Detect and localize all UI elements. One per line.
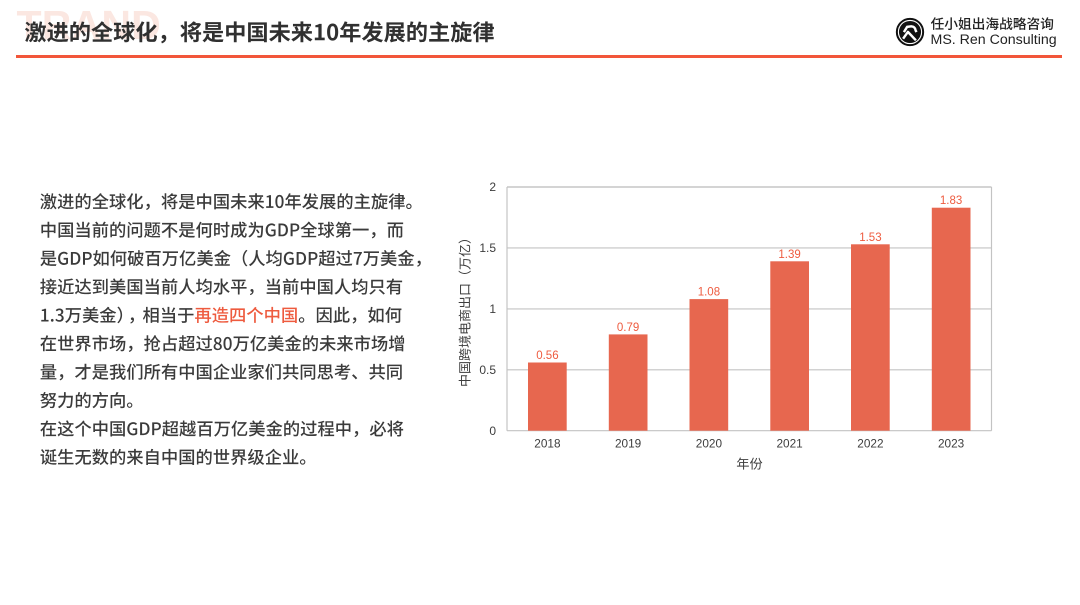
svg-text:2023: 2023 [938, 437, 965, 451]
svg-text:2018: 2018 [534, 437, 561, 451]
svg-text:1.5: 1.5 [479, 241, 496, 255]
svg-text:1.39: 1.39 [778, 249, 800, 261]
svg-text:0.79: 0.79 [617, 322, 639, 334]
svg-text:0.56: 0.56 [536, 350, 558, 362]
svg-text:1.83: 1.83 [940, 195, 962, 207]
svg-text:0: 0 [489, 424, 496, 438]
svg-text:2021: 2021 [776, 437, 802, 451]
svg-text:2022: 2022 [857, 437, 883, 451]
svg-text:2: 2 [489, 180, 496, 194]
svg-text:1.53: 1.53 [859, 232, 881, 244]
svg-text:0.5: 0.5 [479, 363, 496, 377]
svg-text:1: 1 [489, 302, 496, 316]
svg-text:2020: 2020 [696, 437, 723, 451]
svg-text:1.08: 1.08 [698, 287, 720, 299]
svg-text:2019: 2019 [615, 437, 641, 451]
